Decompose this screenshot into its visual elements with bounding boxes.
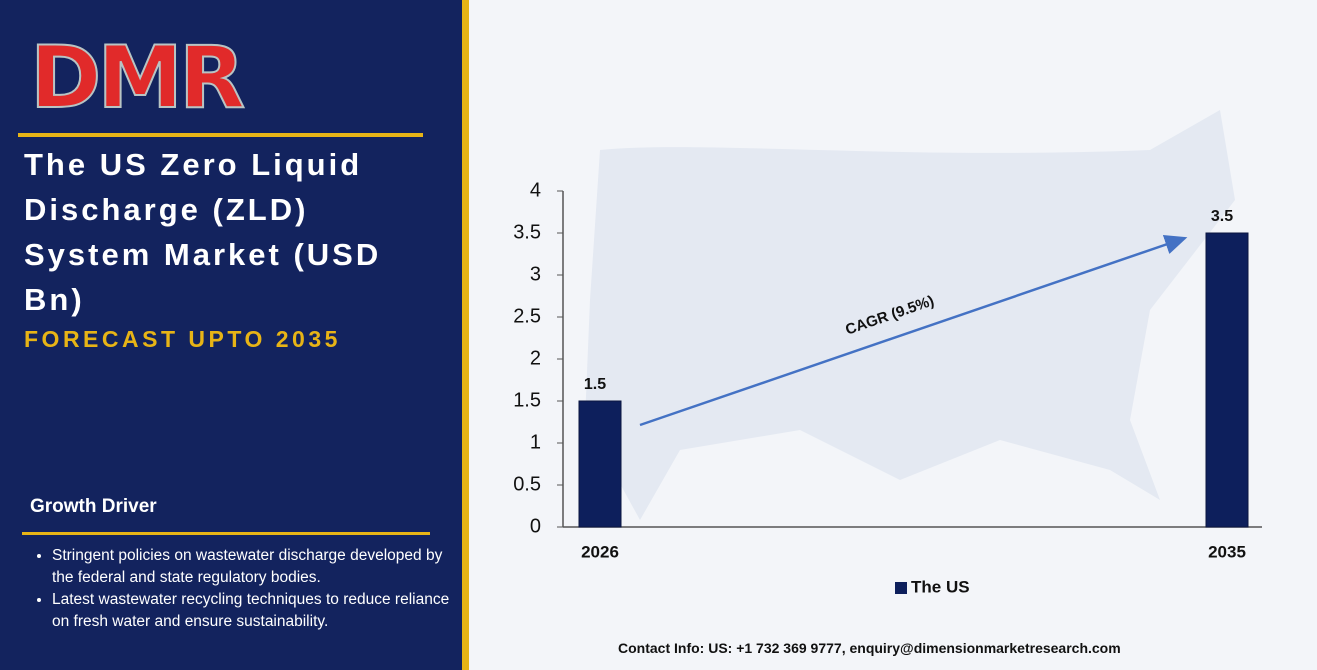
map-background — [585, 110, 1235, 520]
legend-label: The US — [911, 577, 970, 596]
side-panel — [0, 0, 462, 670]
y-tick-label: 0 — [530, 515, 541, 537]
y-tick-label: 3 — [530, 263, 541, 285]
y-tick-label: 3.5 — [513, 221, 541, 243]
legend-swatch — [895, 582, 907, 594]
divider — [462, 0, 469, 670]
y-tick-label: 1 — [530, 431, 541, 453]
bullet-list: Stringent policies on wastewater dischar… — [30, 545, 452, 633]
contact: Contact Info: US: +1 732 369 9777, enqui… — [618, 640, 1121, 656]
bullet: Latest wastewater recycling techniques t… — [52, 589, 452, 633]
y-tick-label: 4 — [530, 179, 541, 201]
bar — [1205, 232, 1249, 528]
subtitle: FORECAST UPTO 2035 — [24, 326, 341, 352]
data-label: 3.5 — [1211, 208, 1233, 225]
x-tick-label: 2026 — [581, 542, 619, 561]
logo: DMR — [29, 27, 246, 129]
bullet: Stringent policies on wastewater dischar… — [52, 545, 452, 589]
y-tick-label: 0.5 — [513, 473, 541, 495]
bar — [578, 400, 622, 528]
section-heading: Growth Driver — [30, 496, 157, 517]
data-label: 1.5 — [584, 376, 606, 393]
rule — [18, 133, 423, 137]
cagr-arrow — [639, 235, 1188, 427]
title: The US Zero Liquid Discharge (ZLD) Syste… — [24, 147, 382, 317]
y-tick-label: 1.5 — [513, 389, 541, 411]
rule — [22, 532, 430, 535]
y-tick-label: 2 — [530, 347, 541, 369]
x-tick-label: 2035 — [1208, 542, 1246, 561]
y-tick-label: 2.5 — [513, 305, 541, 327]
